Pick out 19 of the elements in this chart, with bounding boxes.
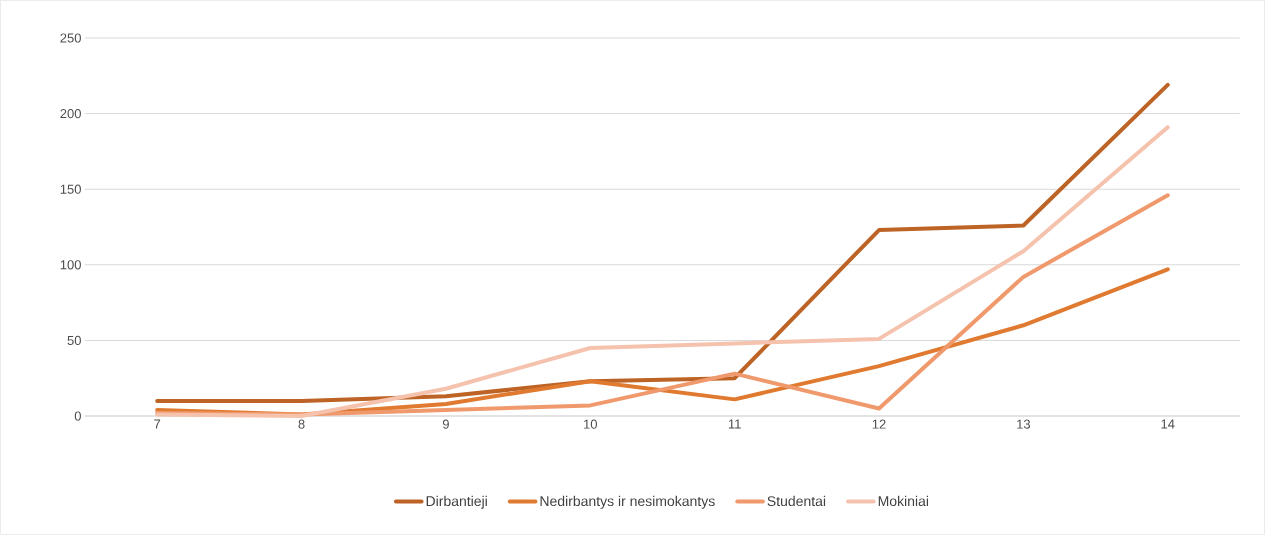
x-tick-label: 13: [1017, 419, 1031, 429]
legend-label: Nedirbantys ir nesimokantys: [540, 495, 715, 509]
x-tick-label: 12: [872, 419, 886, 429]
y-tick-label: 150: [60, 184, 81, 194]
x-tick-label: 7: [154, 419, 161, 429]
x-tick-label: 11: [728, 419, 741, 429]
legend-label: Dirbantieji: [426, 495, 487, 509]
legend-label: Mokiniai: [878, 495, 929, 507]
y-tick-label: 100: [60, 260, 81, 270]
y-tick-label: 0: [74, 411, 81, 421]
x-tick-label: 14: [1161, 419, 1175, 429]
y-tick-label: 50: [67, 335, 81, 345]
legend-label: Studentai: [767, 495, 826, 507]
y-tick-label: 200: [60, 108, 81, 119]
line-series: [155, 125, 1170, 418]
x-tick-label: 8: [298, 419, 305, 429]
x-tick-label: 9: [442, 419, 449, 429]
x-tick-label: 10: [584, 419, 598, 429]
y-tick-label: 250: [60, 33, 81, 43]
